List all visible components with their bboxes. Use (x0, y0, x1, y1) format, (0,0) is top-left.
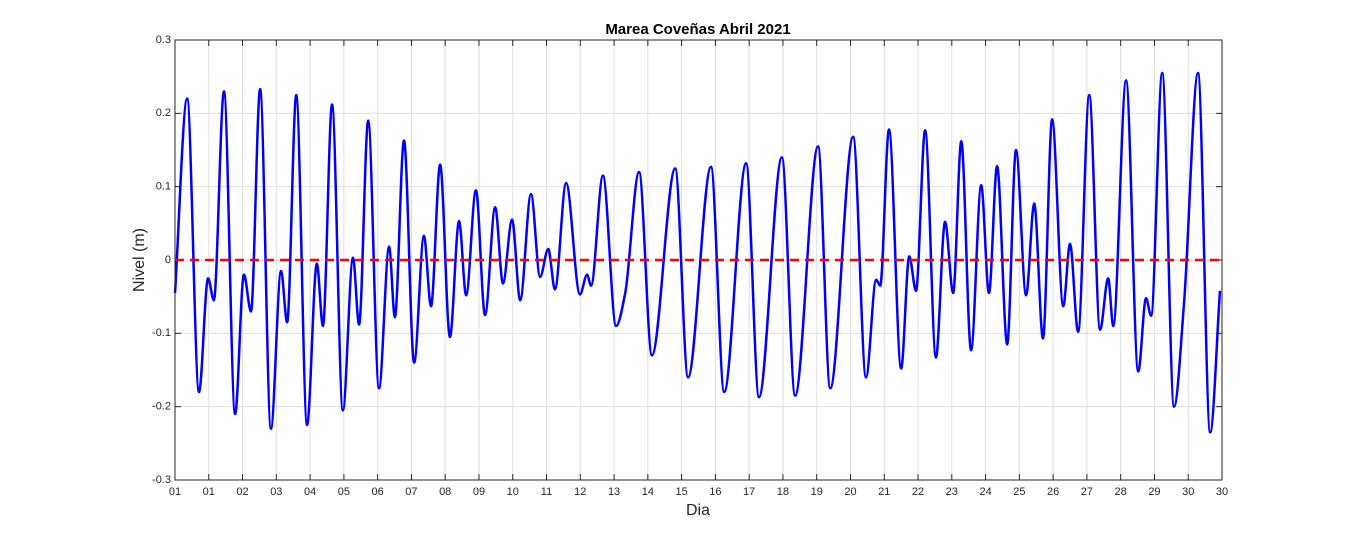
y-tick-label: -0.2 (152, 401, 171, 413)
x-tick-label: 19 (811, 486, 823, 498)
x-tick-label: 01 (169, 486, 181, 498)
x-tick-label: 26 (1047, 486, 1059, 498)
x-tick-label: 02 (236, 486, 248, 498)
y-tick-label: 0.2 (156, 107, 171, 119)
y-tick-label: 0 (165, 254, 171, 266)
x-tick-label: 08 (439, 486, 451, 498)
y-axis-label: Nivel (m) (131, 228, 148, 292)
y-tick-label: 0.3 (156, 34, 171, 46)
x-tick-label: 17 (743, 486, 755, 498)
x-tick-label: 24 (979, 486, 991, 498)
x-tick-label: 03 (270, 486, 282, 498)
chart-title: Marea Coveñas Abril 2021 (605, 21, 790, 38)
x-tick-label: 16 (709, 486, 721, 498)
x-tick-label: 06 (372, 486, 384, 498)
x-tick-label: 27 (1081, 486, 1093, 498)
x-tick-label: 18 (777, 486, 789, 498)
x-tick-label: 30 (1216, 486, 1228, 498)
y-tick-label: -0.3 (152, 474, 171, 486)
x-tick-label: 10 (507, 486, 519, 498)
x-tick-label: 25 (1013, 486, 1025, 498)
x-tick-label: 04 (304, 486, 316, 498)
y-tick-label: 0.1 (156, 181, 171, 193)
x-tick-label: 12 (574, 486, 586, 498)
x-tick-label: 01 (203, 486, 215, 498)
x-tick-label: 20 (844, 486, 856, 498)
x-tick-label: 15 (675, 486, 687, 498)
x-tick-label: 13 (608, 486, 620, 498)
x-tick-label: 07 (405, 486, 417, 498)
x-tick-label: 14 (642, 486, 654, 498)
x-tick-label: 29 (1148, 486, 1160, 498)
x-axis-label: Dia (686, 502, 710, 519)
y-tick-label: -0.1 (152, 327, 171, 339)
tide-line (173, 71, 1222, 434)
x-tick-label: 22 (912, 486, 924, 498)
x-tick-label: 28 (1115, 486, 1127, 498)
plot-frame (174, 39, 1223, 481)
x-tick-label: 21 (878, 486, 890, 498)
x-tick-label: 11 (541, 486, 552, 498)
x-tick-label: 30 (1182, 486, 1194, 498)
x-tick-label: 23 (946, 486, 958, 498)
x-tick-label: 05 (338, 486, 350, 498)
x-tick-label: 09 (473, 486, 485, 498)
